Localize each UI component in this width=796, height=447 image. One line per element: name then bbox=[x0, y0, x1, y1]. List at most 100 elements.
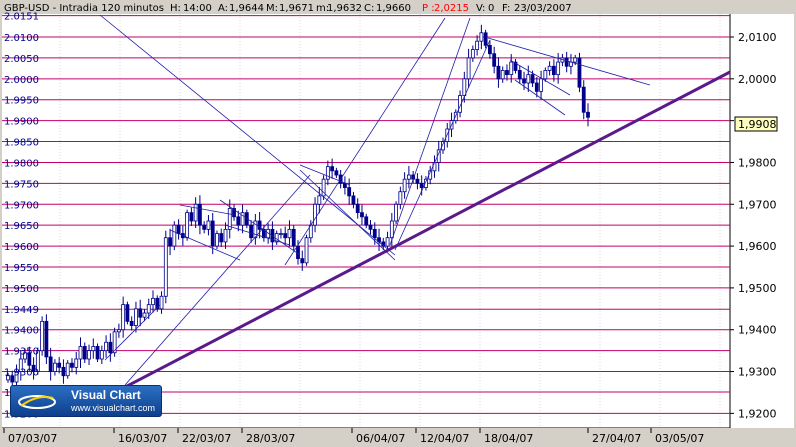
candle bbox=[91, 338, 96, 359]
candle-body bbox=[564, 57, 569, 67]
candle-body bbox=[488, 44, 492, 55]
left-price-label: 1.9600 bbox=[4, 242, 39, 253]
last-price-background bbox=[734, 116, 778, 132]
candle bbox=[172, 221, 177, 251]
header-c-value: 1,9660 bbox=[376, 3, 411, 14]
candle-body bbox=[543, 70, 548, 80]
left-price-label: 1.9350 bbox=[4, 347, 39, 358]
candle bbox=[104, 335, 108, 358]
header-c-label: C: bbox=[364, 3, 374, 14]
candle bbox=[70, 358, 74, 373]
candle bbox=[210, 212, 215, 255]
candle-body bbox=[193, 203, 198, 222]
header-v-label: V: bbox=[476, 3, 485, 14]
date-label: 16/03/07 bbox=[118, 432, 167, 445]
channel-line bbox=[104, 304, 161, 361]
candle bbox=[261, 225, 266, 242]
candle-body bbox=[479, 32, 484, 42]
left-price-label: 1.9449 bbox=[4, 305, 39, 316]
candle-body bbox=[406, 174, 411, 180]
candle-body bbox=[125, 304, 130, 322]
channel-line bbox=[299, 169, 396, 261]
candle bbox=[116, 323, 121, 338]
candle-body bbox=[291, 228, 296, 247]
candle bbox=[577, 52, 582, 93]
channel-line bbox=[394, 39, 491, 251]
left-price-label: 1.9750 bbox=[4, 179, 39, 190]
right-axis-area bbox=[730, 14, 794, 428]
candle bbox=[360, 204, 364, 225]
candle bbox=[424, 176, 428, 191]
candle-body bbox=[176, 224, 181, 234]
candle bbox=[193, 197, 198, 229]
candle-body bbox=[215, 233, 219, 247]
candle-body bbox=[61, 366, 66, 377]
candle bbox=[189, 207, 194, 227]
candle bbox=[112, 327, 117, 357]
logo-brand: Visual Chart bbox=[71, 388, 141, 402]
channel-line bbox=[299, 164, 351, 186]
header-symbol: GBP-USD - Intradia 120 minutos bbox=[4, 3, 164, 14]
candle-body bbox=[360, 212, 364, 218]
candle bbox=[551, 59, 556, 82]
candle bbox=[82, 342, 87, 364]
candle-body bbox=[389, 220, 394, 239]
candle bbox=[219, 228, 224, 247]
header-m-label: M: bbox=[266, 3, 278, 14]
last-price-box: 1,9908 bbox=[734, 116, 778, 132]
candle bbox=[347, 178, 352, 205]
candle bbox=[44, 314, 49, 364]
left-price-label: 1.9650 bbox=[4, 221, 39, 232]
left-price-label: 1.9800 bbox=[4, 158, 39, 169]
candle bbox=[509, 54, 514, 83]
candle-body bbox=[261, 228, 266, 239]
candle-body bbox=[513, 61, 518, 71]
left-price-label: 1.9850 bbox=[4, 138, 39, 149]
candle-body bbox=[27, 352, 32, 366]
candle-body bbox=[279, 233, 283, 235]
candle-body bbox=[347, 187, 352, 197]
candle-body bbox=[317, 195, 322, 205]
candle bbox=[394, 201, 398, 225]
candle-body bbox=[116, 329, 121, 333]
candle bbox=[406, 165, 411, 189]
header-f-label: F: bbox=[502, 3, 510, 14]
candle-body bbox=[522, 78, 526, 84]
candle-body bbox=[159, 295, 164, 310]
right-price-label: 2,0100 bbox=[738, 31, 777, 44]
candle-body bbox=[577, 57, 582, 88]
candle bbox=[227, 199, 232, 239]
candle-body bbox=[415, 178, 420, 184]
candle-body bbox=[368, 224, 373, 230]
candle-body bbox=[206, 220, 211, 230]
candle bbox=[138, 299, 143, 327]
candle bbox=[257, 211, 262, 239]
channel-line bbox=[487, 37, 651, 86]
left-price-label: 1.9400 bbox=[4, 326, 39, 337]
left-price-label: 1.9300 bbox=[4, 368, 39, 379]
candle bbox=[65, 360, 70, 379]
candle-body bbox=[500, 70, 505, 80]
candle bbox=[500, 66, 505, 83]
candle-body bbox=[424, 178, 428, 188]
candle bbox=[334, 167, 339, 179]
candle-body bbox=[185, 212, 190, 239]
candle bbox=[202, 221, 207, 234]
right-price-label: 1,9600 bbox=[738, 240, 777, 253]
candle-body bbox=[91, 346, 96, 352]
candle-body bbox=[304, 237, 309, 264]
candle bbox=[564, 51, 569, 73]
candle-body bbox=[364, 216, 369, 226]
candle-body bbox=[351, 195, 356, 205]
left-price-label: 2.0100 bbox=[4, 33, 39, 44]
candle bbox=[325, 160, 330, 186]
candle-body bbox=[505, 70, 509, 76]
candle bbox=[27, 346, 32, 372]
candle bbox=[236, 210, 241, 232]
candle bbox=[35, 347, 40, 375]
candle bbox=[496, 57, 501, 88]
main-uptrend-line bbox=[107, 70, 731, 398]
candle-body bbox=[462, 78, 467, 96]
